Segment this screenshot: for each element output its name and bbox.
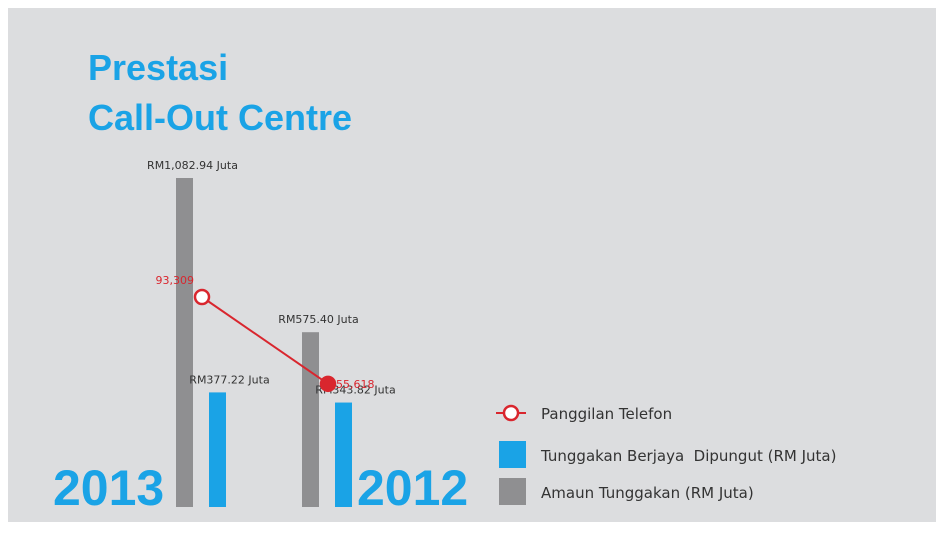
value-label: 93,309 [156, 274, 195, 287]
point [319, 375, 337, 393]
value-label: 55,618 [336, 378, 375, 391]
value-label: RM377.22 Juta [189, 373, 269, 386]
category-label: 2013 [53, 460, 164, 516]
legend-label: Tunggakan Berjaya Dipungut (RM Juta) [540, 447, 836, 465]
panel [8, 8, 936, 522]
chart-title: Prestasi [88, 47, 228, 88]
value-label: RM575.40 Juta [278, 313, 358, 326]
point [193, 288, 211, 306]
bar [302, 332, 319, 507]
bar [209, 392, 226, 507]
line [201, 296, 329, 385]
legend-label: Amaun Tunggakan (RM Juta) [541, 484, 754, 502]
category-label: 2012 [357, 460, 468, 516]
value-label: RM1,082.94 Juta [147, 159, 238, 172]
chart-title: Call-Out Centre [88, 97, 352, 138]
legend-swatch [499, 478, 526, 505]
bar [176, 178, 193, 507]
legend-swatch [499, 441, 526, 468]
legend-marker [502, 404, 520, 422]
legend-label: Panggilan Telefon [541, 405, 672, 423]
bar [335, 402, 352, 507]
